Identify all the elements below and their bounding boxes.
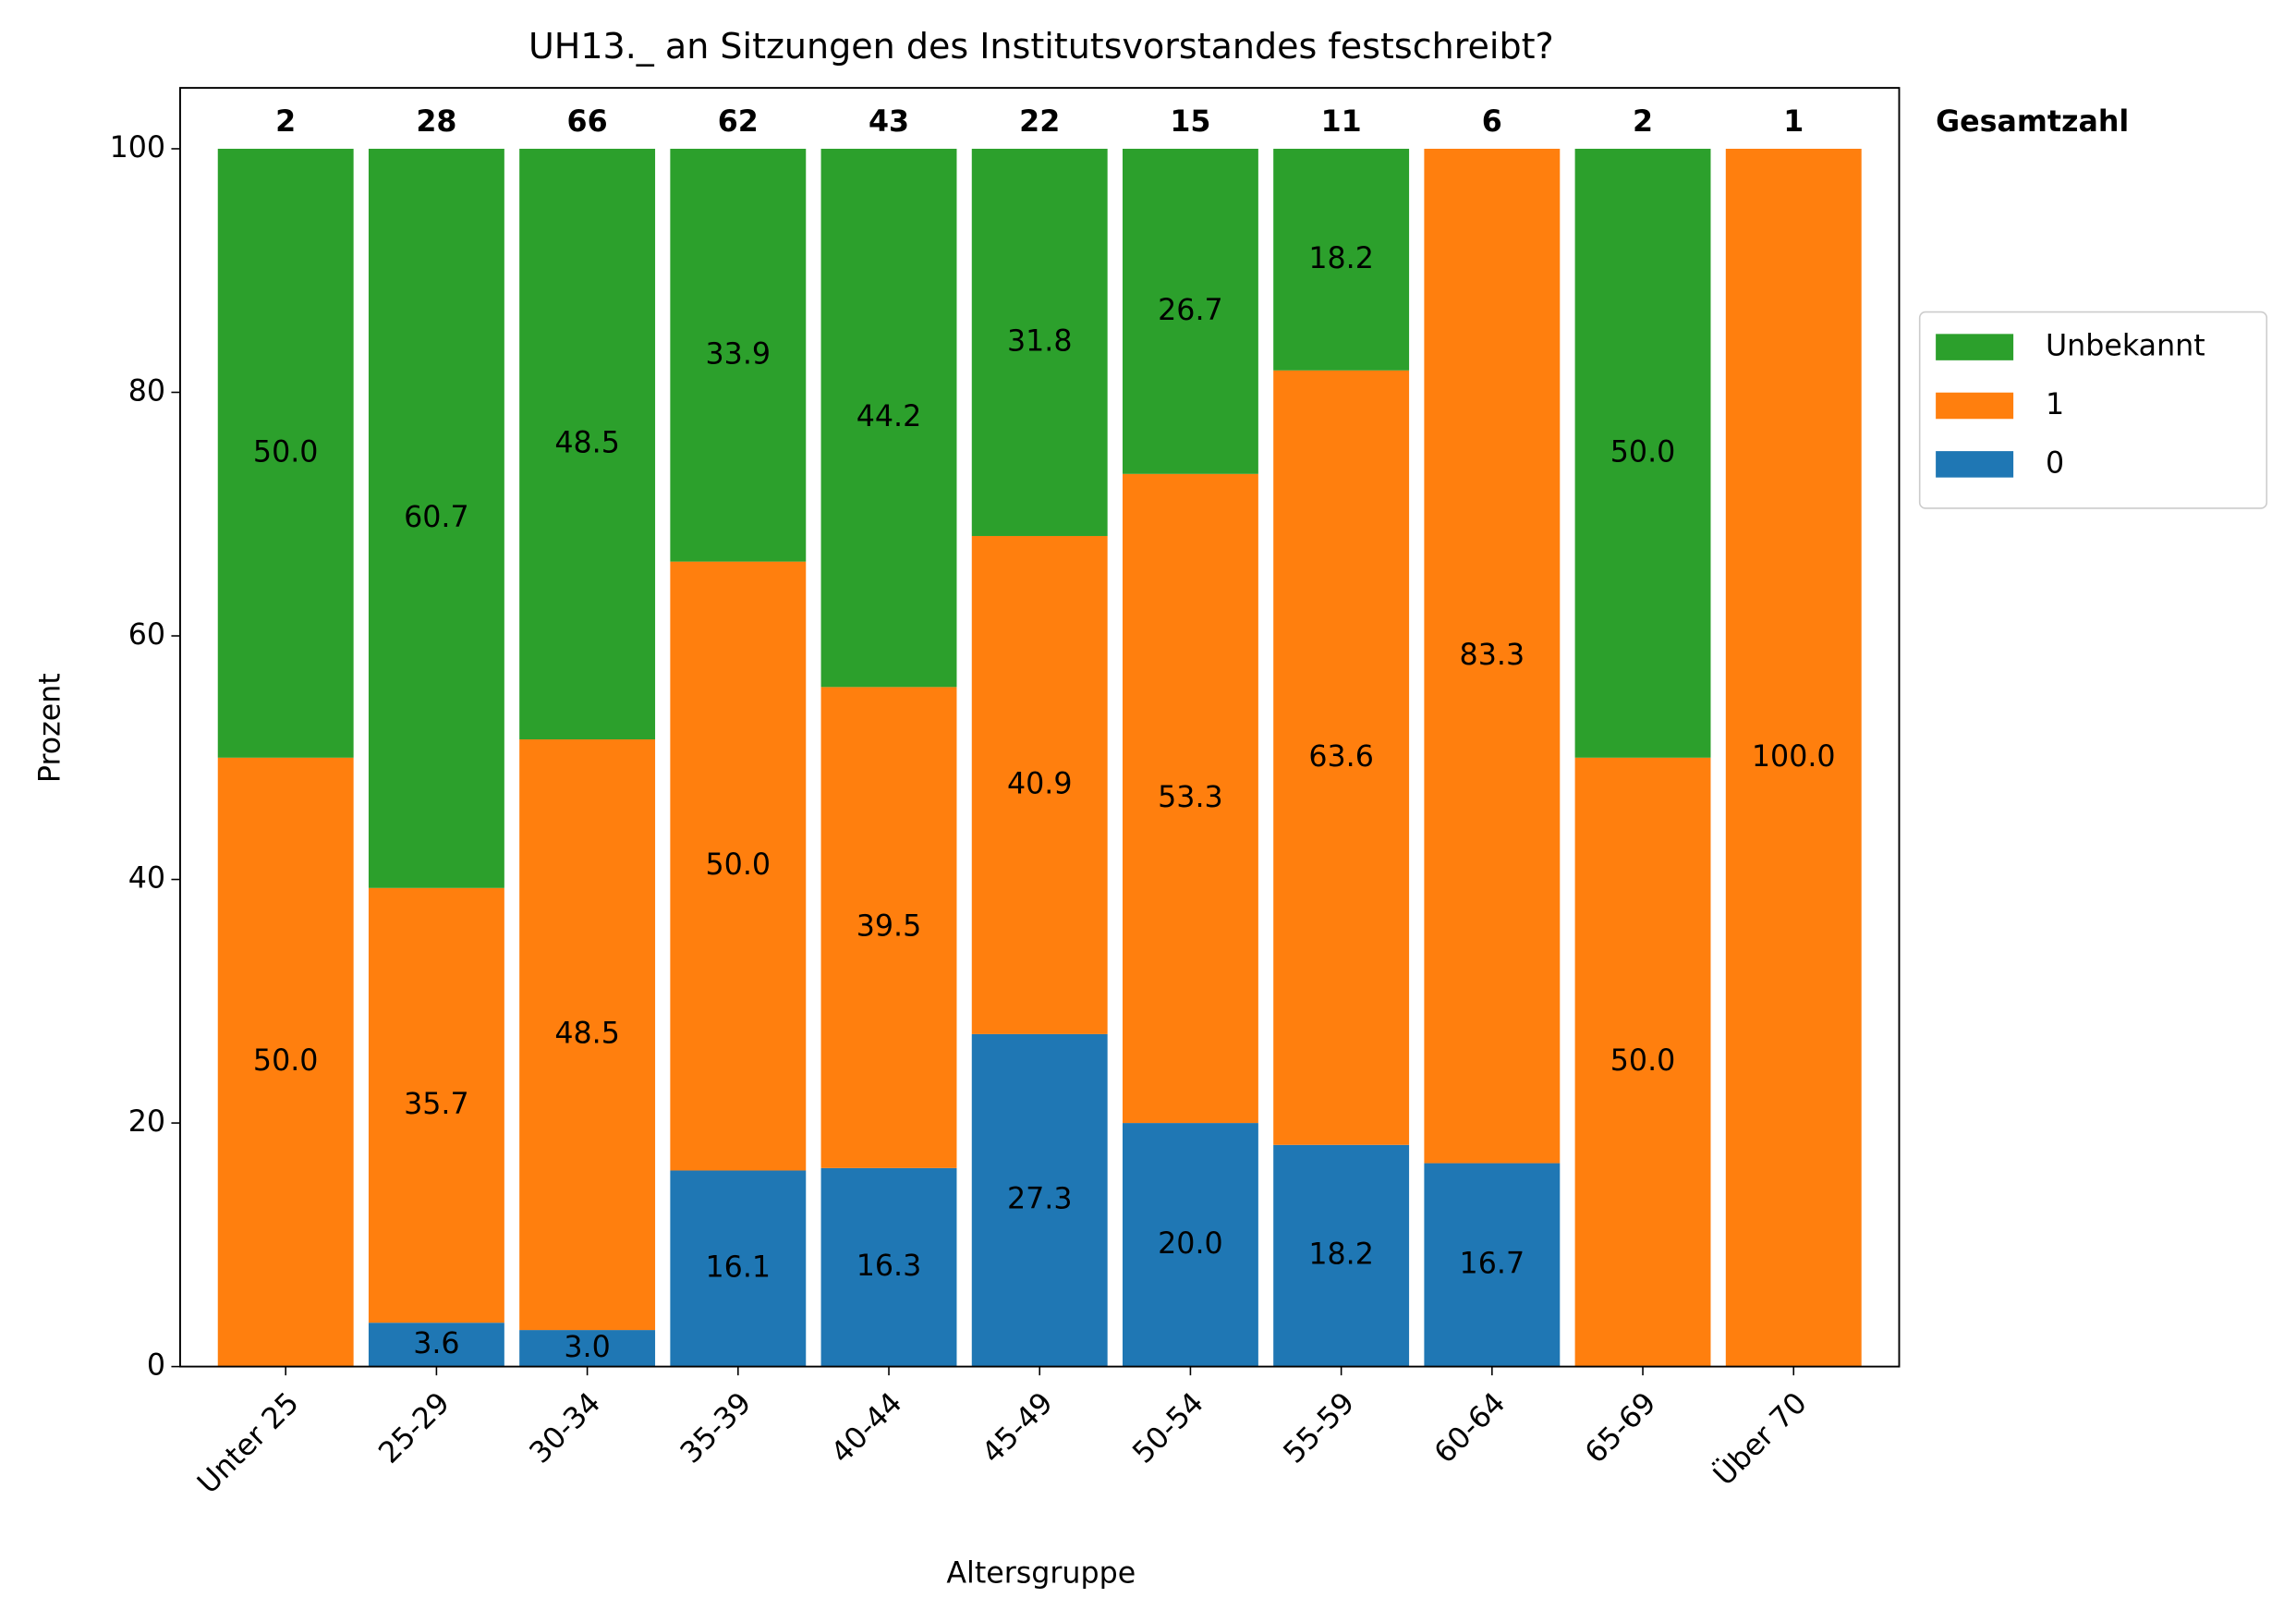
- bar-segment: [820, 1167, 957, 1367]
- legend-swatch: [1936, 334, 2014, 360]
- bar-segment: [519, 739, 656, 1331]
- data-label: 63.6: [1308, 740, 1374, 774]
- y-tick-label: 100: [110, 131, 165, 165]
- data-label: 31.8: [1007, 324, 1073, 358]
- totals-title: Gesamtzahl: [1936, 105, 2129, 139]
- total-label: 2: [1633, 105, 1653, 139]
- bar-segment: [1122, 148, 1258, 474]
- plot-frame: [179, 87, 1901, 1368]
- data-label: 27.3: [1007, 1183, 1073, 1216]
- x-tick-label: 65-69: [1579, 1386, 1663, 1470]
- bar-segment: [519, 1330, 656, 1367]
- bar-segment: [368, 1323, 504, 1367]
- data-label: 16.7: [1460, 1248, 1525, 1281]
- data-label: 40.9: [1007, 767, 1073, 800]
- data-label: 60.7: [404, 501, 469, 534]
- bar-segment: [1273, 370, 1410, 1145]
- bar-segment: [1273, 1144, 1410, 1367]
- total-label: 11: [1321, 105, 1362, 139]
- bar-segment: [1122, 473, 1258, 1124]
- data-label: 50.0: [253, 435, 319, 469]
- total-label: 22: [1019, 105, 1060, 139]
- total-label: 2: [275, 105, 296, 139]
- x-tick-label: 30-34: [524, 1386, 608, 1470]
- y-tick-label: 40: [128, 862, 165, 896]
- legend-label: 1: [2046, 388, 2064, 421]
- x-tick-label: 60-64: [1428, 1386, 1512, 1470]
- legend-swatch: [1936, 451, 2014, 478]
- total-label: 43: [869, 105, 909, 139]
- bar-segment: [1424, 148, 1561, 1164]
- data-label: 100.0: [1752, 740, 1836, 774]
- data-label: 48.5: [554, 1018, 620, 1051]
- data-label: 53.3: [1158, 781, 1223, 814]
- bar-segment: [820, 687, 957, 1168]
- bar-segment: [1725, 148, 1862, 1367]
- data-label: 16.3: [856, 1250, 922, 1283]
- bar-segment: [971, 148, 1108, 536]
- x-tick-label: Über 70: [1707, 1385, 1814, 1493]
- bar-segment: [1574, 757, 1711, 1367]
- bar-segment: [971, 535, 1108, 1034]
- bar-segment: [670, 561, 807, 1171]
- bar-segment: [670, 148, 807, 562]
- data-label: 20.0: [1158, 1227, 1223, 1261]
- legend-label: Unbekannt: [2046, 330, 2205, 363]
- data-label: 50.0: [1610, 435, 1676, 469]
- data-label: 50.0: [1610, 1044, 1676, 1078]
- bar-segment: [1273, 148, 1410, 371]
- bar-segment: [1122, 1123, 1258, 1367]
- data-label: 48.5: [554, 426, 620, 459]
- data-label: 26.7: [1158, 294, 1223, 327]
- bar-segment: [368, 148, 504, 888]
- legend-swatch: [1936, 392, 2014, 420]
- data-label: 3.0: [564, 1331, 610, 1364]
- y-tick-label: 20: [128, 1105, 165, 1139]
- bar-segment: [1424, 1163, 1561, 1367]
- y-tick-label: 80: [128, 374, 165, 408]
- data-label: 3.6: [413, 1327, 459, 1360]
- total-label: 1: [1783, 105, 1804, 139]
- x-tick-label: 55-59: [1278, 1386, 1362, 1470]
- data-label: 39.5: [856, 910, 922, 944]
- x-tick-label: 50-54: [1126, 1386, 1210, 1470]
- bar-segment: [217, 148, 354, 758]
- y-tick-label: 60: [128, 618, 165, 652]
- x-tick-label: 40-44: [825, 1386, 909, 1470]
- x-axis-label: Altersgruppe: [946, 1557, 1136, 1591]
- x-tick-label: 45-49: [976, 1386, 1060, 1470]
- y-tick-label: 0: [147, 1349, 165, 1383]
- data-label: 44.2: [856, 400, 922, 433]
- data-label: 16.1: [706, 1251, 771, 1285]
- data-label: 83.3: [1460, 639, 1525, 672]
- bar-segment: [217, 757, 354, 1367]
- chart-title: UH13._ an Sitzungen des Institutsvorstan…: [528, 26, 1554, 67]
- bar-segment: [820, 148, 957, 688]
- total-label: 15: [1170, 105, 1210, 139]
- x-tick-label: Unter 25: [191, 1386, 305, 1500]
- data-label: 35.7: [404, 1088, 469, 1121]
- legend-label: 0: [2046, 446, 2064, 480]
- x-tick-label: 25-29: [372, 1386, 456, 1470]
- bar-segment: [519, 148, 656, 740]
- data-label: 50.0: [706, 848, 771, 882]
- x-tick-label: 35-39: [674, 1386, 759, 1470]
- data-label: 33.9: [706, 337, 771, 371]
- bar-segment: [670, 1170, 807, 1367]
- y-axis-label: Prozent: [33, 673, 67, 783]
- total-label: 28: [416, 105, 456, 139]
- bar-segment: [368, 887, 504, 1323]
- bar-segment: [971, 1033, 1108, 1367]
- total-label: 62: [718, 105, 759, 139]
- data-label: 18.2: [1308, 1238, 1374, 1272]
- data-label: 18.2: [1308, 242, 1374, 275]
- data-label: 50.0: [253, 1044, 319, 1078]
- total-label: 66: [567, 105, 608, 139]
- bar-segment: [1574, 148, 1711, 758]
- total-label: 6: [1482, 105, 1502, 139]
